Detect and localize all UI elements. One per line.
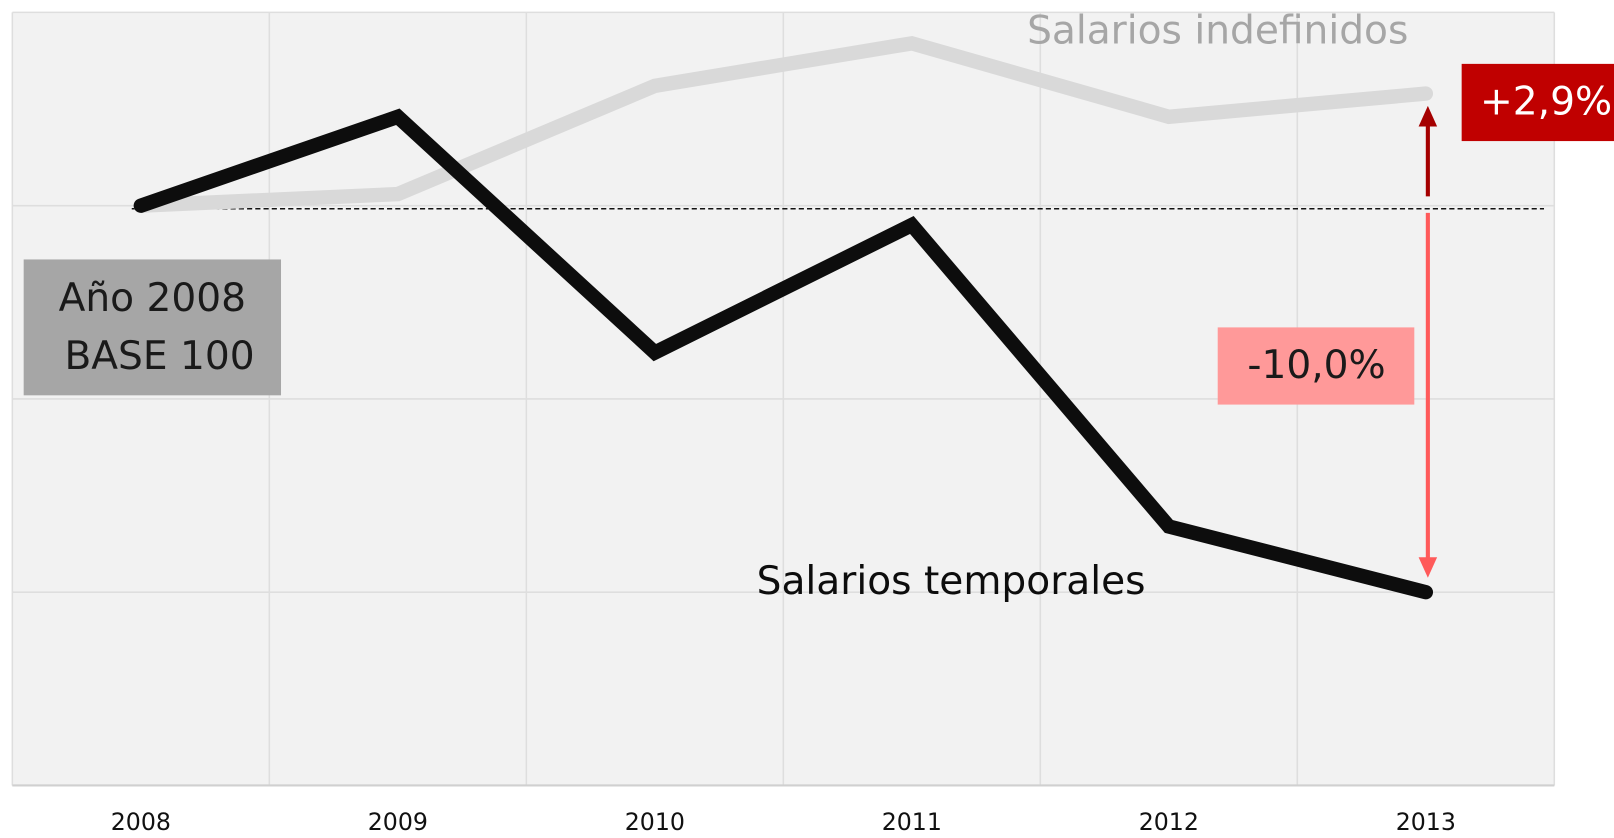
- x-tick-label: 2008: [111, 808, 171, 836]
- change-label: +2,9%: [1480, 80, 1612, 125]
- x-tick-label: 2009: [368, 808, 428, 836]
- change-label: -10,0%: [1247, 343, 1385, 388]
- x-tick-label: 2011: [882, 808, 942, 836]
- x-tick-label: 2012: [1139, 808, 1199, 836]
- change-label-box: [1217, 327, 1415, 405]
- change-label-box: [1461, 63, 1614, 142]
- base-label: BASE 100: [64, 334, 254, 379]
- arrow-head: [1418, 557, 1438, 578]
- x-tick-label: 2013: [1396, 808, 1456, 836]
- series-line: [133, 35, 1434, 213]
- x-tick-label: 2010: [625, 808, 685, 836]
- arrow-head: [1418, 105, 1438, 127]
- base-label-box: [23, 259, 282, 396]
- series-line: [133, 108, 1434, 600]
- series-label: Salarios temporales: [757, 559, 1146, 604]
- base-label: Año 2008: [59, 276, 246, 321]
- series-label: Salarios indefinidos: [1027, 8, 1408, 53]
